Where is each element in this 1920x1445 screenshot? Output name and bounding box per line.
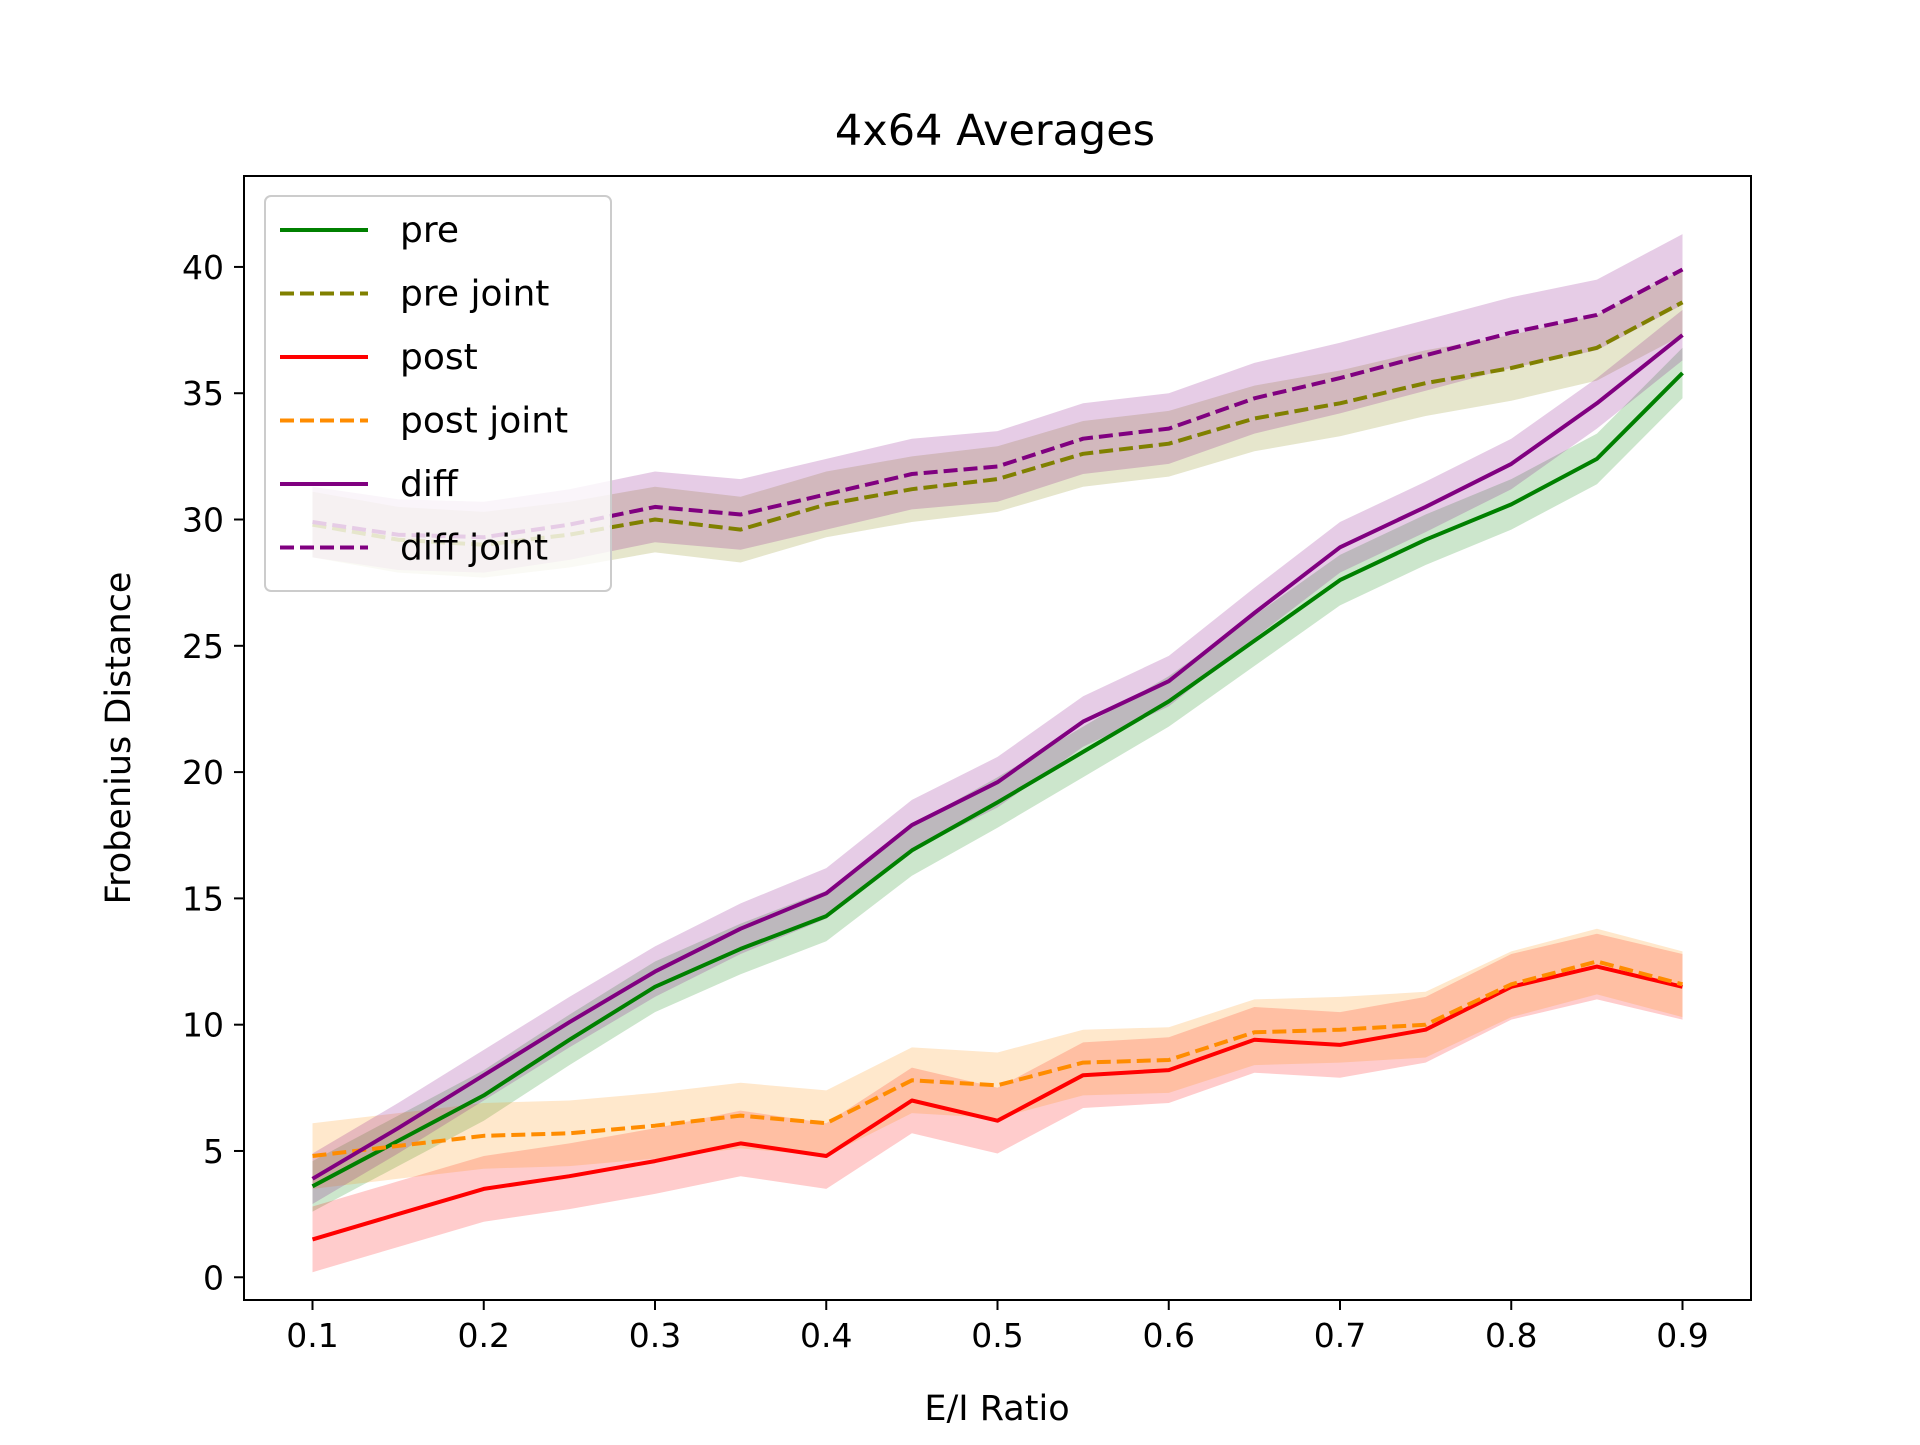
y-tick-label: 5 [203,1132,224,1171]
band-diff-joint [312,234,1683,573]
y-tick-label: 0 [203,1258,224,1297]
x-tick-label: 0.9 [1656,1316,1708,1355]
x-tick-label: 0.8 [1485,1316,1537,1355]
legend-label-diff: diff [400,464,459,505]
y-tick-label: 10 [182,1006,224,1045]
legend-label-pre-joint: pre joint [400,274,549,315]
y-axis-label: Frobenius Distance [99,572,139,905]
x-tick-label: 0.3 [629,1316,681,1355]
legend-label-post-joint: post joint [400,401,568,442]
x-tick-label: 0.2 [458,1316,510,1355]
chart-title: 4x64 Averages [835,106,1155,156]
x-tick-label: 0.6 [1143,1316,1195,1355]
series-line-post [311,964,1683,1242]
band-pre [312,347,1683,1212]
y-tick-label: 35 [182,374,224,413]
legend-label-pre: pre [400,210,459,251]
legend: pre pre joint post post joint diff diff joint [264,195,612,592]
series-line-post-joint [312,959,1684,1158]
x-axis-label: E/I Ratio [924,1389,1069,1429]
y-tick-label: 20 [182,753,224,792]
confidence-bands [312,234,1683,1273]
legend-label-post: post [400,337,478,378]
y-tick-label: 25 [182,627,224,666]
x-tick-label: 0.1 [286,1316,338,1355]
band-diff [312,309,1683,1204]
band-pre-joint [312,269,1683,578]
y-axis-ticks: 0 5 10 15 20 25 30 35 40 [182,248,244,1297]
x-tick-label: 0.7 [1314,1316,1366,1355]
y-tick-label: 30 [182,501,224,540]
y-tick-label: 15 [182,879,224,918]
series-line-pre [311,371,1684,1189]
series-line-diff [311,333,1684,1181]
y-tick-label: 40 [182,248,224,287]
legend-label-diff-joint: diff joint [400,528,548,569]
x-axis-ticks: 0.1 0.2 0.3 0.4 0.5 0.6 0.7 0.8 0.9 [286,1300,1709,1355]
x-tick-label: 0.5 [971,1316,1023,1355]
band-post [312,933,1683,1273]
x-tick-label: 0.4 [800,1316,852,1355]
